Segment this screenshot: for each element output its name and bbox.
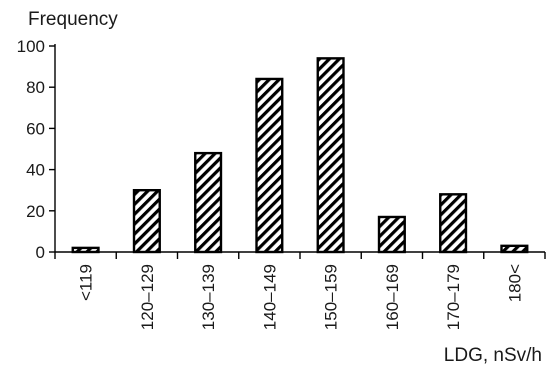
bar-3 [255,77,284,254]
y-tick-label-4: 80 [26,78,45,97]
y-tick-label-5: 100 [17,37,45,56]
x-tick-label-7: 180< [505,264,524,302]
x-tick-label-0: <119 [77,264,96,301]
x-tick-label-1: 120–129 [138,264,157,330]
x-axis-label: LDG, nSv/h [444,345,542,366]
x-ticks-layer: <119 120–129 130–139 140–149 150–159 160–169 1… [54,252,546,330]
y-axis-label: Frequency [28,9,118,30]
x-tick-label-4: 150–159 [322,264,341,330]
bar-6 [439,193,468,254]
bar-2 [194,151,223,254]
bar-4 [316,57,345,254]
bar-1 [132,188,161,254]
bar-7 [500,244,529,254]
y-ticks-layer: 0 20 40 60 80 100 [17,37,55,262]
bar-5 [377,215,406,254]
x-tick-label-5: 160–169 [383,264,402,330]
y-tick-label-0: 0 [36,243,45,262]
bars-layer [71,57,529,254]
axes-layer [54,44,545,253]
y-tick-label-2: 40 [26,161,45,180]
y-tick-label-3: 60 [26,119,45,138]
x-tick-label-3: 140–149 [260,264,279,330]
x-tick-label-2: 130–139 [199,264,218,330]
x-tick-label-6: 170–179 [444,264,463,330]
y-tick-label-1: 20 [26,202,45,221]
